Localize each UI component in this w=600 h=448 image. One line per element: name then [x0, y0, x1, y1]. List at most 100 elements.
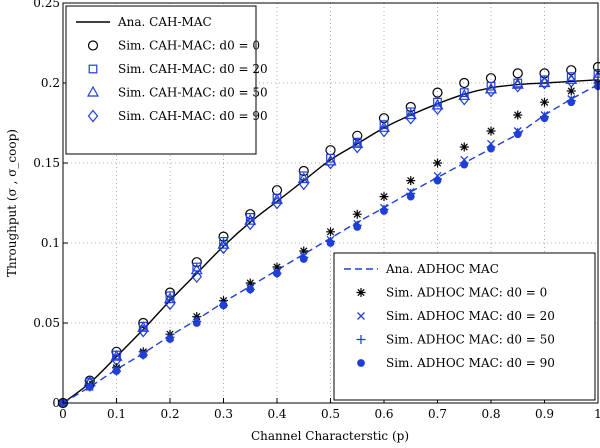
data-point — [219, 301, 228, 310]
data-point — [270, 193, 284, 204]
data-point — [377, 121, 391, 132]
data-point — [566, 72, 576, 82]
x-tick-label: 1 — [594, 407, 600, 421]
data-point — [244, 217, 256, 231]
data-point — [352, 209, 362, 219]
data-point — [406, 107, 416, 117]
data-point — [566, 86, 576, 96]
data-point — [85, 383, 94, 391]
data-point — [165, 291, 175, 301]
data-point — [246, 285, 255, 294]
data-point — [299, 255, 308, 263]
series-4 — [84, 71, 600, 391]
y-tick-label: 0.15 — [33, 156, 60, 170]
data-point — [299, 246, 309, 256]
data-point — [378, 124, 390, 138]
legend-label: Sim. ADHOC MAC: d0 = 90 — [386, 356, 555, 370]
data-point — [192, 312, 202, 322]
data-point — [138, 317, 149, 329]
data-point — [137, 321, 150, 332]
data-point — [432, 87, 443, 98]
y-tick-label: 0.1 — [41, 236, 60, 250]
legend-marker — [87, 40, 99, 51]
data-point — [513, 110, 523, 120]
legend-marker — [357, 312, 365, 320]
data-point — [405, 101, 416, 113]
data-point — [433, 158, 442, 168]
data-point — [485, 84, 497, 98]
data-point — [219, 237, 228, 246]
legend-box — [65, 5, 257, 155]
legend-label: Sim. CAH-MAC: d0 = 0 — [118, 39, 260, 53]
legend-marker — [356, 335, 366, 344]
legend-label: Ana. CAH-MAC — [117, 15, 212, 29]
data-point — [163, 292, 177, 304]
legend-label: Sim. ADHOC MAC: d0 = 50 — [386, 333, 555, 347]
data-point — [405, 111, 417, 125]
legend-label: Sim. ADHOC MAC: d0 = 0 — [386, 286, 547, 300]
data-point — [351, 140, 363, 154]
legend-cah-mac: Ana. CAH-MAC Sim. CAH-MAC: d0 = 0 Sim. CAH… — [65, 5, 268, 155]
legend-label: Sim. CAH-MAC: d0 = 50 — [118, 86, 268, 100]
x-tick-label: 0.6 — [374, 407, 393, 421]
data-point — [272, 262, 282, 272]
data-point — [273, 269, 281, 278]
data-point — [218, 231, 229, 242]
data-point — [218, 241, 229, 255]
series-9 — [85, 82, 600, 391]
data-point — [326, 239, 335, 247]
axis-ticks: 0 0.1 0.2 0.3 0.4 0.5 0.6 0.7 0.8 0.9 1 0 0.05 0.1 0.1… — [33, 0, 600, 421]
data-point — [219, 296, 228, 306]
data-point — [540, 97, 549, 107]
data-point — [433, 97, 442, 107]
data-point — [540, 114, 549, 123]
data-point — [191, 257, 202, 268]
data-point — [487, 144, 495, 153]
data-point — [458, 92, 470, 106]
data-point — [217, 237, 230, 249]
data-point — [245, 278, 255, 288]
x-tick-label: 0.4 — [267, 407, 286, 421]
data-point — [351, 137, 364, 148]
data-point — [460, 160, 469, 169]
y-tick-label: 0.2 — [41, 76, 60, 90]
legend-label: Sim. ADHOC MAC: d0 = 20 — [386, 309, 555, 323]
x-tick-label: 0 — [59, 407, 67, 421]
x-tick-label: 0.3 — [214, 407, 233, 421]
data-point — [137, 324, 149, 338]
x-tick-label: 0.2 — [160, 407, 179, 421]
data-point — [512, 68, 523, 79]
data-point — [379, 192, 389, 202]
data-point — [406, 192, 415, 201]
plot-frame — [62, 2, 599, 404]
data-point — [353, 223, 362, 231]
data-point — [538, 76, 551, 88]
x-axis-label: Channel Characterstic (p) — [251, 429, 409, 443]
data-point — [567, 98, 576, 107]
data-point — [297, 172, 310, 184]
x-tick-label: 0.1 — [107, 407, 126, 421]
plot-series — [57, 61, 600, 409]
x-tick-label: 0.9 — [535, 407, 554, 421]
data-point — [326, 227, 335, 237]
legend-marker — [87, 109, 99, 123]
data-point — [112, 367, 121, 375]
data-point — [352, 130, 363, 141]
data-point — [299, 171, 309, 181]
series-line — [62, 79, 599, 404]
data-point — [432, 102, 443, 116]
legend-box — [333, 252, 596, 401]
data-point — [379, 120, 389, 130]
series-0 — [62, 79, 599, 404]
x-tick-label: 0.8 — [481, 407, 500, 421]
data-point — [594, 82, 600, 91]
data-point — [404, 108, 417, 120]
data-point — [166, 335, 174, 343]
data-point — [459, 77, 470, 89]
data-point — [111, 346, 122, 357]
data-point — [191, 270, 203, 284]
y-tick-label: 0.25 — [33, 0, 60, 10]
data-point — [406, 176, 416, 186]
data-point — [164, 297, 176, 311]
